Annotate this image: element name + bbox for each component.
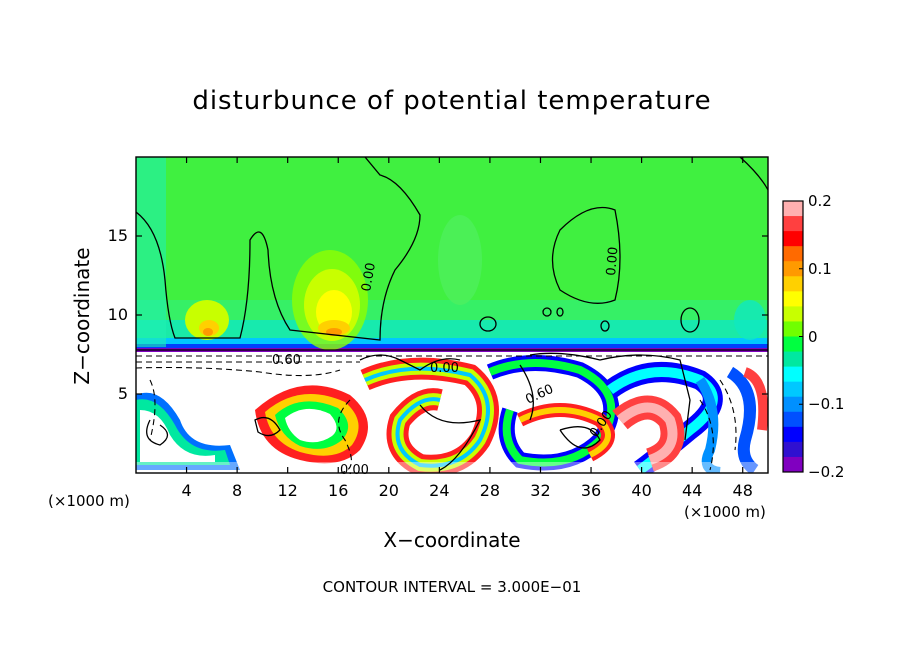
x-tick-label: 12 bbox=[277, 481, 298, 500]
colorbar-tick-label: 0 bbox=[808, 327, 818, 346]
colorbar-swatch bbox=[783, 441, 803, 458]
contour-interval-note: CONTOUR INTERVAL = 3.000E−01 bbox=[322, 578, 582, 596]
contour-label: 0.60 bbox=[272, 353, 301, 368]
dashed-contours bbox=[136, 355, 768, 473]
colorbar-swatch bbox=[783, 246, 803, 262]
chart-title: disturbunce of potential temperature bbox=[192, 86, 712, 116]
contour-label: 0.00 bbox=[430, 361, 459, 376]
x-tick-label: 28 bbox=[479, 481, 501, 500]
colorbar-swatch bbox=[783, 201, 803, 217]
y-axis-label: Z−coordinate bbox=[70, 247, 94, 385]
x-tick-label: 40 bbox=[631, 481, 652, 500]
x-axis-label: X−coordinate bbox=[383, 528, 521, 552]
colorbar-swatch bbox=[783, 381, 803, 398]
y-tick-label: 10 bbox=[107, 305, 128, 324]
colorbar-frame bbox=[782, 200, 804, 473]
colorbar-swatch bbox=[783, 411, 803, 428]
colorbar-swatch bbox=[783, 276, 803, 292]
x-tick-label: 4 bbox=[181, 481, 192, 500]
colorbar-tick-label: 0.1 bbox=[808, 259, 832, 278]
contour-label: 0.00 bbox=[359, 262, 379, 293]
colorbar-swatch bbox=[783, 321, 803, 337]
colorbar-swatch bbox=[783, 456, 803, 473]
colorbar-swatch bbox=[783, 366, 803, 383]
colorbar-swatch bbox=[783, 261, 803, 277]
x-tick-label: 36 bbox=[580, 481, 602, 500]
y-tick-label: 5 bbox=[117, 384, 128, 403]
y-tick-label: 15 bbox=[107, 226, 128, 245]
x-tick-marks bbox=[185, 157, 744, 473]
contour-lines bbox=[136, 157, 768, 471]
colorbar bbox=[783, 200, 803, 473]
x-tick-label: 20 bbox=[378, 481, 399, 500]
x-tick-label: 32 bbox=[530, 481, 551, 500]
x-tick-label: 44 bbox=[681, 481, 703, 500]
colorbar-swatch bbox=[783, 216, 803, 232]
x-unit-right: (×1000 m) bbox=[684, 503, 766, 521]
contour-label: 0.00 bbox=[340, 463, 369, 478]
x-tick-label: 48 bbox=[732, 481, 753, 500]
colorbar-swatch bbox=[783, 231, 803, 247]
colorbar-swatch bbox=[783, 396, 803, 413]
x-tick-label: 8 bbox=[232, 481, 243, 500]
colorbar-tick-label: −0.2 bbox=[808, 463, 845, 481]
colorbar-swatch bbox=[783, 336, 803, 353]
colorbar-swatch bbox=[783, 351, 803, 368]
colorbar-swatch bbox=[783, 426, 803, 443]
colorbar-tick-label: 0.2 bbox=[808, 192, 832, 210]
colorbar-swatch bbox=[783, 306, 803, 322]
colorbar-tick-label: −0.1 bbox=[808, 395, 845, 414]
colorbar-swatch bbox=[783, 291, 803, 307]
field-layer bbox=[136, 157, 768, 473]
x-unit-left: (×1000 m) bbox=[48, 492, 130, 510]
contour-label: 0.00 bbox=[604, 246, 621, 276]
y-tick-marks bbox=[136, 235, 768, 395]
x-tick-label: 16 bbox=[328, 481, 349, 500]
x-tick-label: 24 bbox=[429, 481, 450, 500]
